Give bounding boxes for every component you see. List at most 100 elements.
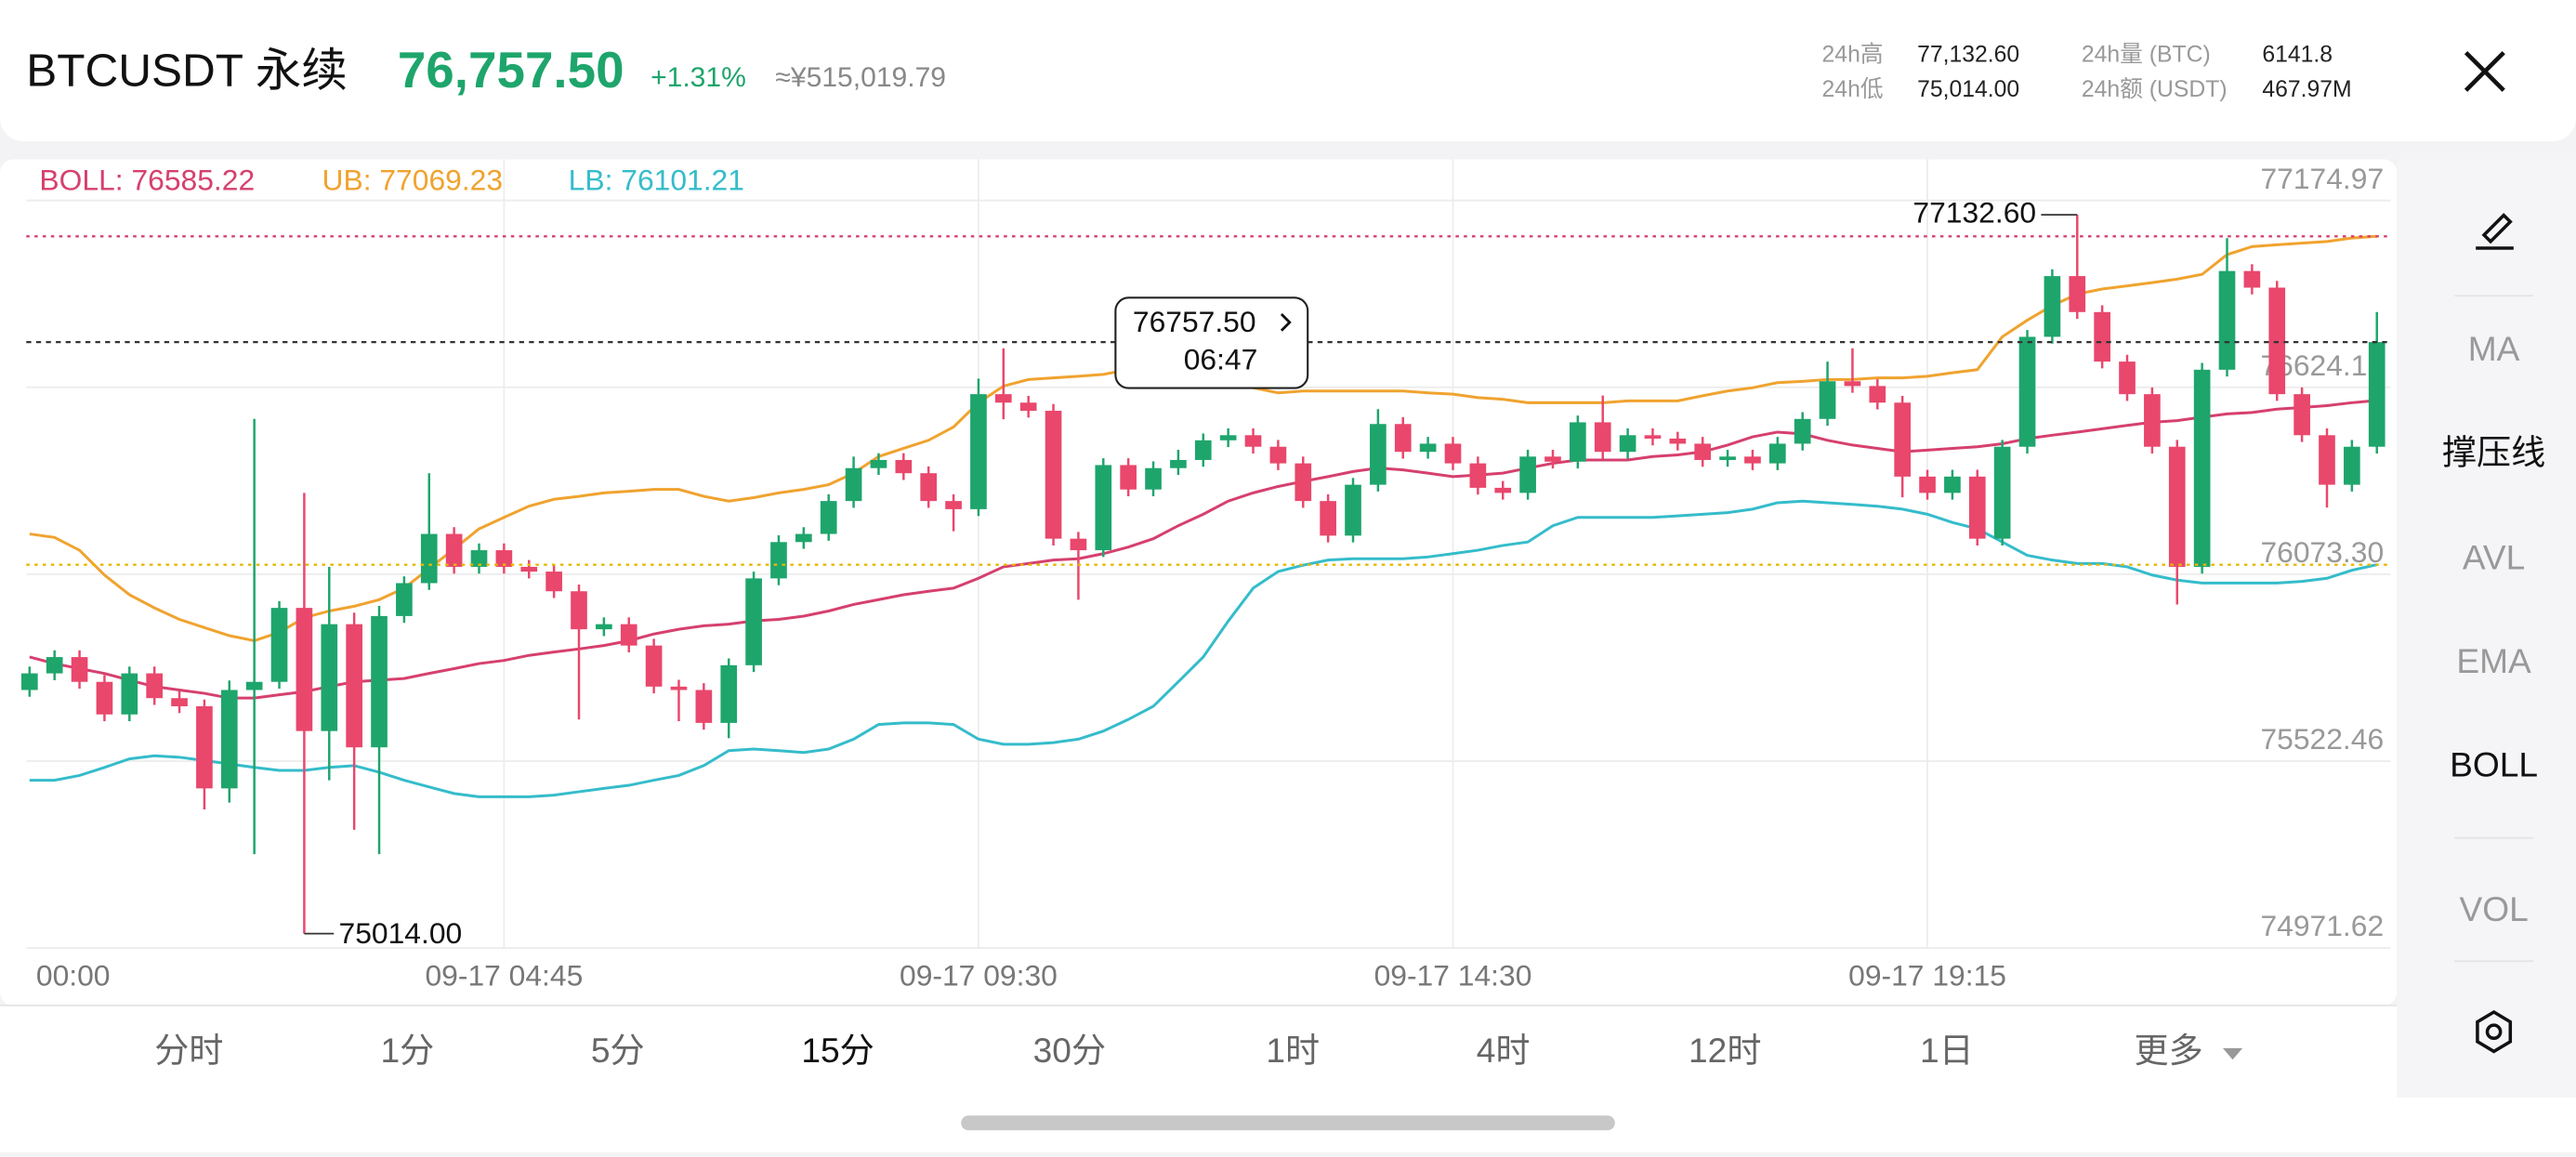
close-button[interactable]	[2464, 50, 2505, 92]
y-tick-label: 77174.97	[2260, 162, 2384, 195]
indicator[interactable]: MA	[2468, 329, 2520, 368]
boll-line	[29, 499, 2378, 798]
candle-body	[245, 681, 263, 690]
candle-body	[220, 690, 238, 789]
candle-body	[1269, 446, 1287, 464]
candle-body	[2319, 435, 2335, 485]
candle-body	[1244, 435, 1262, 447]
indicator[interactable]: EMA	[2456, 641, 2531, 680]
tab[interactable]: 4时	[1477, 1031, 1531, 1070]
candle-body	[1570, 422, 1586, 462]
tab[interactable]: 1分	[381, 1031, 435, 1070]
candle-body	[1544, 456, 1561, 462]
candle-body	[146, 673, 164, 699]
draw-tool[interactable]	[2476, 213, 2514, 250]
x-tick-label: 09-17 09:30	[900, 958, 1058, 992]
stat-value: 75,014.00	[1917, 77, 2019, 102]
candle-body	[596, 624, 612, 630]
last-price: 76757.50	[1133, 305, 1256, 338]
candle-body	[645, 645, 663, 687]
stat-value: 77,132.60	[1917, 43, 2019, 68]
y-tick-label: 76073.30	[2260, 535, 2384, 569]
candle-body	[171, 698, 188, 706]
candle-body	[1345, 484, 1361, 536]
candle-body	[296, 608, 313, 731]
candle-body	[2069, 276, 2086, 312]
tab[interactable]: 分时	[154, 1031, 223, 1070]
candle-body	[2344, 446, 2360, 485]
candle-body	[994, 394, 1012, 403]
tabbar-bg	[0, 1005, 2398, 1098]
symbol: BTCUSDT 永续	[26, 46, 348, 97]
candle-body	[420, 533, 438, 584]
chart-bg	[0, 159, 2398, 1006]
tab[interactable]: 30分	[1033, 1031, 1106, 1070]
candle-body	[1894, 402, 1912, 477]
tab[interactable]: 更多	[2134, 1031, 2202, 1070]
candle-body	[1194, 440, 1212, 460]
candle-body	[795, 533, 812, 543]
candle-body	[1869, 386, 1886, 403]
candle-body	[845, 467, 862, 502]
tab-active[interactable]: 15分	[801, 1031, 874, 1070]
candle-body	[321, 624, 338, 731]
indicator[interactable]: BOLL	[2450, 744, 2538, 783]
candle-body	[71, 657, 88, 682]
candle-body	[920, 473, 938, 502]
sidebar-bg	[2397, 159, 2576, 1098]
candle-body	[1070, 538, 1087, 551]
low-label: 75014.00	[339, 916, 463, 950]
tab[interactable]: 12时	[1689, 1031, 1761, 1070]
tab[interactable]: 5分	[591, 1031, 645, 1070]
indicator[interactable]: VOL	[2459, 889, 2528, 928]
boll-line	[29, 399, 2377, 700]
candle-body	[396, 583, 413, 616]
y-tick-label: 75522.46	[2260, 722, 2384, 756]
candle-body	[1170, 459, 1187, 468]
tab[interactable]: 1日	[1920, 1031, 1974, 1070]
candle-body	[2268, 287, 2286, 395]
chevron	[1280, 313, 1292, 332]
candle-body	[2368, 342, 2385, 447]
candle-body	[1993, 446, 2011, 539]
candle-body	[1494, 487, 1512, 493]
countdown: 06:47	[1184, 343, 1258, 376]
candle-body	[745, 578, 762, 665]
candle-body	[2243, 270, 2261, 288]
stat-value: 6141.8	[2262, 43, 2333, 68]
x-tick-label: 09-17 04:45	[425, 958, 583, 992]
candle-body	[1694, 443, 1712, 460]
stat-label: 24h低	[1822, 76, 1884, 102]
candle-body	[20, 673, 38, 690]
candle-body	[46, 657, 63, 674]
candle-body	[1219, 435, 1237, 440]
candle-body	[970, 394, 987, 509]
candle-body	[1370, 424, 1387, 485]
candle-body	[196, 705, 213, 789]
candle-body	[2094, 311, 2110, 362]
candle-body	[96, 681, 113, 715]
candle-body	[2293, 394, 2310, 436]
cny-price: ≈¥515,019.79	[775, 62, 946, 93]
candle-body	[1944, 476, 1961, 493]
indicator[interactable]: 撑压线	[2442, 433, 2545, 472]
candle-body	[470, 550, 488, 567]
tab[interactable]: 1时	[1266, 1031, 1320, 1070]
candle-body	[1120, 465, 1137, 490]
candle-body	[1744, 456, 1761, 464]
candle-body	[620, 624, 637, 646]
candle-body	[2168, 446, 2186, 567]
stat-value: 467.97M	[2262, 77, 2351, 102]
indicator[interactable]: AVL	[2463, 538, 2525, 577]
candle-body	[2218, 270, 2236, 370]
candle-body	[1419, 443, 1437, 453]
candle-body	[1145, 467, 1162, 490]
header-bg-top	[0, 0, 2576, 66]
candle-body	[1095, 465, 1112, 551]
candle-body	[1320, 501, 1336, 536]
candle-body	[1669, 438, 1687, 444]
settings[interactable]	[2476, 1009, 2513, 1054]
price: 76,757.50	[398, 41, 624, 99]
candle-body	[895, 459, 913, 474]
